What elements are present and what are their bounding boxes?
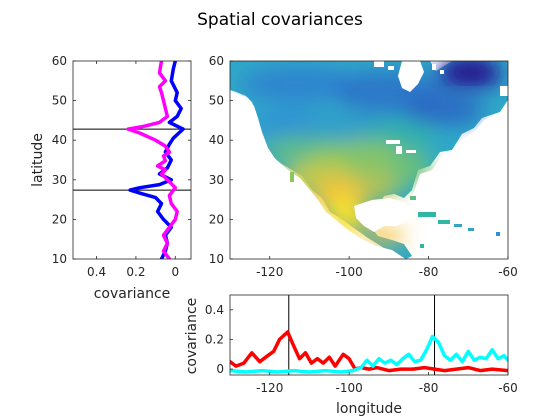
figure-title: Spatial covariances xyxy=(197,10,363,30)
map-arctic-islands xyxy=(374,61,508,96)
longitude-series-line xyxy=(230,334,508,374)
longitude-ticks: -120 -100 -80 -60 0 0.2 0.4 xyxy=(205,303,518,395)
longitude-panel: -120 -100 -80 -60 0 0.2 0.4 longitude covarian… xyxy=(184,294,518,417)
latitude-panel: 0.4 0.2 0 10 20 30 40 50 60 covariance latitude xyxy=(30,54,192,302)
longitude-series xyxy=(230,330,508,374)
latitude-plot-area xyxy=(73,61,191,259)
map-ytick-label: 10 xyxy=(209,252,224,266)
longitude-ytick-label: 0 xyxy=(216,362,224,376)
map-ytick-label: 40 xyxy=(209,133,224,147)
longitude-xtick-label: -60 xyxy=(498,381,518,395)
longitude-ytick-label: 0.4 xyxy=(205,303,224,317)
longitude-ytick-label: 0.2 xyxy=(205,332,224,346)
map-gulf-of-mexico xyxy=(354,198,412,232)
map-xtick-label: -80 xyxy=(419,265,439,279)
covariance-map xyxy=(230,61,508,259)
latitude-xtick-label: 0 xyxy=(171,265,179,279)
map-ytick-label: 20 xyxy=(209,212,224,226)
longitude-series-line xyxy=(230,330,508,373)
map-caribbean-islands xyxy=(290,172,500,248)
map-axes-box xyxy=(229,60,509,260)
longitude-xtick-label: -100 xyxy=(336,381,363,395)
map-ytick-label: 60 xyxy=(209,54,224,68)
map-dark-core xyxy=(448,62,492,82)
latitude-ytick-label: 40 xyxy=(52,133,67,147)
latitude-ylabel: latitude xyxy=(30,133,46,187)
latitude-ytick-label: 50 xyxy=(52,94,67,108)
latitude-xlabel: covariance xyxy=(94,286,171,302)
longitude-xtick-label: -80 xyxy=(419,381,439,395)
longitude-xlabel: longitude xyxy=(336,401,402,417)
latitude-ticks: 0.4 0.2 0 10 20 30 40 50 60 xyxy=(52,54,191,279)
map-hudson-bay xyxy=(398,61,424,92)
map-color-field xyxy=(240,61,504,244)
map-ytick-label: 30 xyxy=(209,173,224,187)
latitude-ytick-label: 60 xyxy=(52,54,67,68)
longitude-xtick-label: -120 xyxy=(256,381,283,395)
map-great-lakes xyxy=(386,140,416,154)
map-panel: -120 -100 -80 -60 10 20 30 40 50 60 xyxy=(209,54,518,279)
latitude-series xyxy=(126,61,185,259)
longitude-ylabel: covariance xyxy=(184,298,200,375)
latitude-ytick-label: 10 xyxy=(52,252,67,266)
latitude-ytick-label: 20 xyxy=(52,212,67,226)
map-pacific-mask xyxy=(230,92,404,259)
latitude-ytick-label: 30 xyxy=(52,173,67,187)
latitude-xtick-label: 0.4 xyxy=(87,265,106,279)
map-atlantic-mask xyxy=(408,100,508,222)
map-ytick-label: 50 xyxy=(209,94,224,108)
latitude-series-line xyxy=(126,61,179,259)
latitude-xtick-label: 0.2 xyxy=(126,265,145,279)
map-xtick-label: -60 xyxy=(498,265,518,279)
map-xtick-label: -100 xyxy=(336,265,363,279)
map-ticks: -120 -100 -80 -60 10 20 30 40 50 60 xyxy=(209,54,518,279)
latitude-axes-box xyxy=(72,60,192,260)
latitude-series-line xyxy=(128,61,185,259)
longitude-axes-box xyxy=(229,294,509,376)
map-xtick-label: -120 xyxy=(256,265,283,279)
